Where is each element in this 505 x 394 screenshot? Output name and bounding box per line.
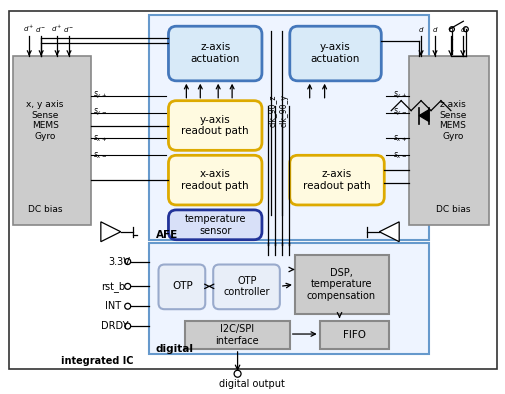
Text: DC bias: DC bias [436, 205, 470, 214]
Text: digital output: digital output [219, 379, 285, 388]
Bar [13, 56, 91, 225]
Text: $d$: $d$ [460, 25, 466, 34]
FancyBboxPatch shape [213, 264, 280, 309]
Bar [295, 255, 389, 314]
Text: temperature
sensor: temperature sensor [184, 214, 246, 236]
Text: $d^-$: $d^-$ [63, 25, 75, 34]
Polygon shape [101, 222, 121, 242]
Bar [148, 15, 429, 240]
Text: FIFO: FIFO [343, 330, 366, 340]
Text: AFE: AFE [156, 230, 178, 240]
FancyBboxPatch shape [169, 101, 262, 151]
FancyBboxPatch shape [169, 26, 262, 81]
Text: DRDY: DRDY [101, 321, 128, 331]
Text: $s_{y-}$: $s_{y-}$ [93, 107, 107, 118]
Text: x, y axis
Sense
MEMS
Gyro: x, y axis Sense MEMS Gyro [26, 100, 64, 141]
Text: DSP,
temperature
compensation: DSP, temperature compensation [307, 268, 376, 301]
Text: DC bias: DC bias [28, 205, 63, 214]
Text: $d$: $d$ [432, 25, 438, 34]
Text: $d$: $d$ [447, 25, 454, 34]
Text: z-axis
readout path: z-axis readout path [302, 169, 370, 191]
Text: $s_{x+}$: $s_{x+}$ [393, 133, 407, 144]
Text: integrated IC: integrated IC [61, 356, 133, 366]
Text: z-axis
actuation: z-axis actuation [190, 42, 240, 64]
Text: $s_{x+}$: $s_{x+}$ [93, 133, 107, 144]
Text: $d^+$: $d^+$ [23, 24, 35, 34]
Text: $d$: $d$ [418, 25, 424, 34]
Text: $s_{y+}$: $s_{y+}$ [93, 90, 107, 101]
FancyBboxPatch shape [159, 264, 205, 309]
FancyBboxPatch shape [290, 26, 381, 81]
Text: $s_{x-}$: $s_{x-}$ [393, 150, 407, 160]
Text: clk_90_z: clk_90_z [267, 95, 276, 127]
Text: $s_{y-}$: $s_{y-}$ [393, 107, 407, 118]
Text: rst_b: rst_b [101, 281, 125, 292]
FancyBboxPatch shape [169, 155, 262, 205]
Text: I2C/SPI
interface: I2C/SPI interface [215, 324, 259, 346]
Polygon shape [419, 110, 429, 121]
Bar [320, 321, 389, 349]
Text: $d^-$: $d^-$ [35, 25, 47, 34]
Bar [185, 321, 290, 349]
Bar [409, 56, 489, 225]
Text: z axis
Sense
MEMS
Gyro: z axis Sense MEMS Gyro [439, 100, 467, 141]
Text: OTP: OTP [172, 281, 193, 292]
FancyBboxPatch shape [290, 155, 384, 205]
Polygon shape [379, 222, 399, 242]
Text: 3.3V: 3.3V [109, 256, 131, 267]
Text: y-axis
readout path: y-axis readout path [181, 115, 249, 136]
Text: $s_{y+}$: $s_{y+}$ [393, 90, 407, 101]
Text: $s_{x-}$: $s_{x-}$ [93, 150, 107, 160]
Text: OTP
controller: OTP controller [224, 275, 270, 297]
Text: x-axis
readout path: x-axis readout path [181, 169, 249, 191]
Text: digital: digital [156, 344, 193, 354]
FancyBboxPatch shape [169, 210, 262, 240]
Text: INT: INT [105, 301, 121, 311]
Bar [148, 243, 429, 354]
Text: y-axis
actuation: y-axis actuation [311, 42, 360, 64]
Text: $d^+$: $d^+$ [52, 24, 63, 34]
Text: clk_90_y: clk_90_y [279, 94, 288, 127]
